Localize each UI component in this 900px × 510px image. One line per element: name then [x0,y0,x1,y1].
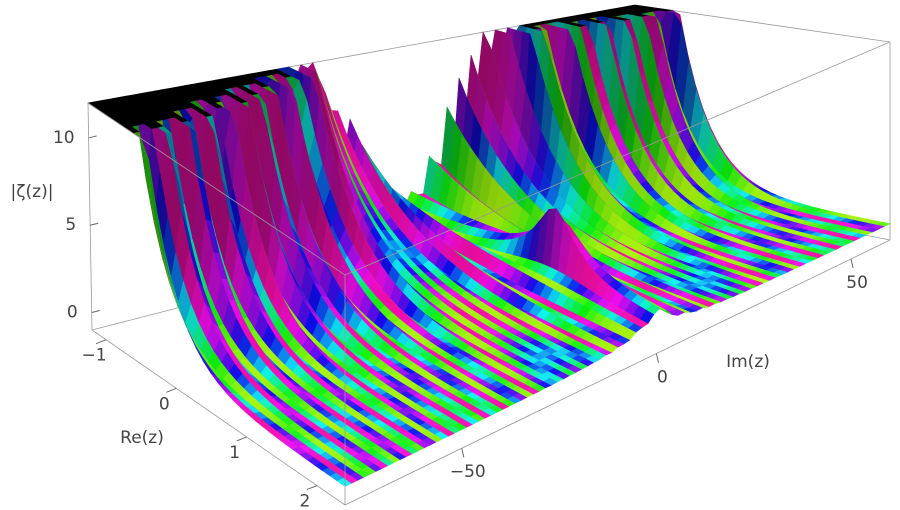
x-tick-label: −1 [82,346,107,366]
y-axis-label: Im(z) [726,352,770,372]
box-edge [87,102,93,331]
z-tick-label: 5 [65,215,76,235]
z-tick [88,135,97,139]
y-tick [850,258,854,269]
z-axis-label: |ζ(z)| [11,182,54,202]
y-tick-label: −50 [450,462,486,482]
y-tick [461,448,465,458]
x-tick [166,387,177,393]
y-tick [655,353,659,363]
x-tick-label: 0 [159,394,170,414]
surface [87,4,891,487]
z-tick-label: 0 [67,303,78,323]
y-tick-label: 50 [846,273,868,293]
z-tick [90,222,99,226]
x-tick [306,485,318,491]
z-tick-label: 10 [53,128,75,148]
x-tick [95,339,107,345]
box-edge [634,4,891,43]
x-tick-label: 2 [299,492,310,510]
z-tick [91,310,100,314]
x-tick-label: 1 [229,443,240,463]
y-tick-label: 0 [657,368,668,388]
x-tick [236,436,247,442]
x-axis-label: Re(z) [120,428,164,448]
